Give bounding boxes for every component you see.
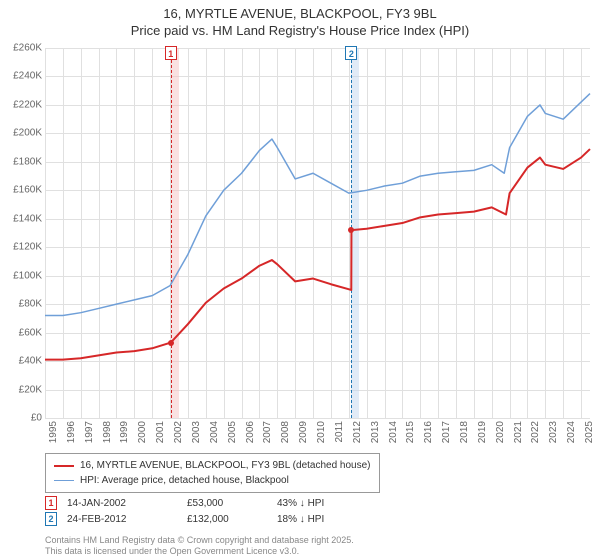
- series-price_paid: [45, 149, 590, 360]
- sale-hpi: 18% ↓ HPI: [277, 514, 357, 525]
- license-line2: This data is licensed under the Open Gov…: [45, 546, 354, 557]
- y-tick-label: £160K: [13, 185, 42, 196]
- x-tick-label: 2001: [155, 421, 166, 443]
- x-tick-label: 2002: [173, 421, 184, 443]
- y-tick-label: £200K: [13, 128, 42, 139]
- x-tick-label: 2007: [262, 421, 273, 443]
- legend-label: 16, MYRTLE AVENUE, BLACKPOOL, FY3 9BL (d…: [80, 460, 371, 471]
- x-tick-label: 2003: [191, 421, 202, 443]
- y-tick-label: £20K: [19, 384, 42, 395]
- x-tick-label: 1999: [119, 421, 130, 443]
- x-tick-label: 2016: [423, 421, 434, 443]
- x-tick-label: 2025: [584, 421, 595, 443]
- x-tick-label: 2010: [316, 421, 327, 443]
- legend-swatch: [54, 465, 74, 467]
- title-address: 16, MYRTLE AVENUE, BLACKPOOL, FY3 9BL: [0, 6, 600, 23]
- y-tick-label: £40K: [19, 356, 42, 367]
- x-tick-label: 2005: [227, 421, 238, 443]
- chart-title: 16, MYRTLE AVENUE, BLACKPOOL, FY3 9BL Pr…: [0, 0, 600, 40]
- x-tick-label: 2019: [477, 421, 488, 443]
- x-tick-label: 2012: [352, 421, 363, 443]
- sale-price: £53,000: [187, 498, 267, 509]
- chart-container: 16, MYRTLE AVENUE, BLACKPOOL, FY3 9BL Pr…: [0, 0, 600, 560]
- x-tick-label: 2023: [548, 421, 559, 443]
- x-tick-label: 2013: [370, 421, 381, 443]
- sale-row: 2 24-FEB-2012 £132,000 18% ↓ HPI: [45, 511, 590, 527]
- license-line1: Contains HM Land Registry data © Crown c…: [45, 535, 354, 546]
- license-text: Contains HM Land Registry data © Crown c…: [45, 535, 354, 557]
- x-tick-label: 2009: [298, 421, 309, 443]
- plot-area: £0£20K£40K£60K£80K£100K£120K£140K£160K£1…: [45, 48, 590, 418]
- x-tick-label: 2021: [513, 421, 524, 443]
- sale-row: 1 14-JAN-2002 £53,000 43% ↓ HPI: [45, 495, 590, 511]
- legend-label: HPI: Average price, detached house, Blac…: [80, 475, 289, 486]
- x-tick-label: 1998: [102, 421, 113, 443]
- y-tick-label: £120K: [13, 242, 42, 253]
- sale-price: £132,000: [187, 514, 267, 525]
- sale-date: 14-JAN-2002: [67, 498, 177, 509]
- x-tick-label: 2020: [495, 421, 506, 443]
- y-tick-label: £60K: [19, 327, 42, 338]
- x-tick-label: 2018: [459, 421, 470, 443]
- y-tick-label: £80K: [19, 299, 42, 310]
- legend: 16, MYRTLE AVENUE, BLACKPOOL, FY3 9BL (d…: [45, 453, 380, 493]
- title-subtitle: Price paid vs. HM Land Registry's House …: [0, 23, 600, 40]
- y-tick-label: £240K: [13, 71, 42, 82]
- y-tick-label: £260K: [13, 43, 42, 54]
- legend-item: HPI: Average price, detached house, Blac…: [54, 473, 371, 488]
- sale-hpi: 43% ↓ HPI: [277, 498, 357, 509]
- x-tick-label: 2006: [245, 421, 256, 443]
- legend-item: 16, MYRTLE AVENUE, BLACKPOOL, FY3 9BL (d…: [54, 458, 371, 473]
- x-tick-label: 2015: [405, 421, 416, 443]
- x-tick-label: 1995: [48, 421, 59, 443]
- x-tick-label: 1996: [66, 421, 77, 443]
- sales-table: 1 14-JAN-2002 £53,000 43% ↓ HPI 2 24-FEB-2012…: [45, 495, 590, 527]
- legend-swatch: [54, 480, 74, 482]
- x-tick-label: 2000: [137, 421, 148, 443]
- gridline-horizontal: [45, 418, 590, 419]
- y-tick-label: £0: [31, 413, 42, 424]
- x-tick-label: 1997: [84, 421, 95, 443]
- x-tick-label: 2022: [530, 421, 541, 443]
- sale-row-marker: 2: [45, 512, 57, 526]
- y-tick-label: £100K: [13, 270, 42, 281]
- x-tick-label: 2017: [441, 421, 452, 443]
- x-tick-label: 2004: [209, 421, 220, 443]
- sale-date: 24-FEB-2012: [67, 514, 177, 525]
- x-tick-label: 2024: [566, 421, 577, 443]
- x-tick-label: 2011: [334, 421, 345, 443]
- y-tick-label: £180K: [13, 156, 42, 167]
- sale-row-marker: 1: [45, 496, 57, 510]
- x-tick-label: 2008: [280, 421, 291, 443]
- y-tick-label: £140K: [13, 213, 42, 224]
- line-series: [45, 48, 590, 418]
- y-tick-label: £220K: [13, 99, 42, 110]
- x-tick-label: 2014: [388, 421, 399, 443]
